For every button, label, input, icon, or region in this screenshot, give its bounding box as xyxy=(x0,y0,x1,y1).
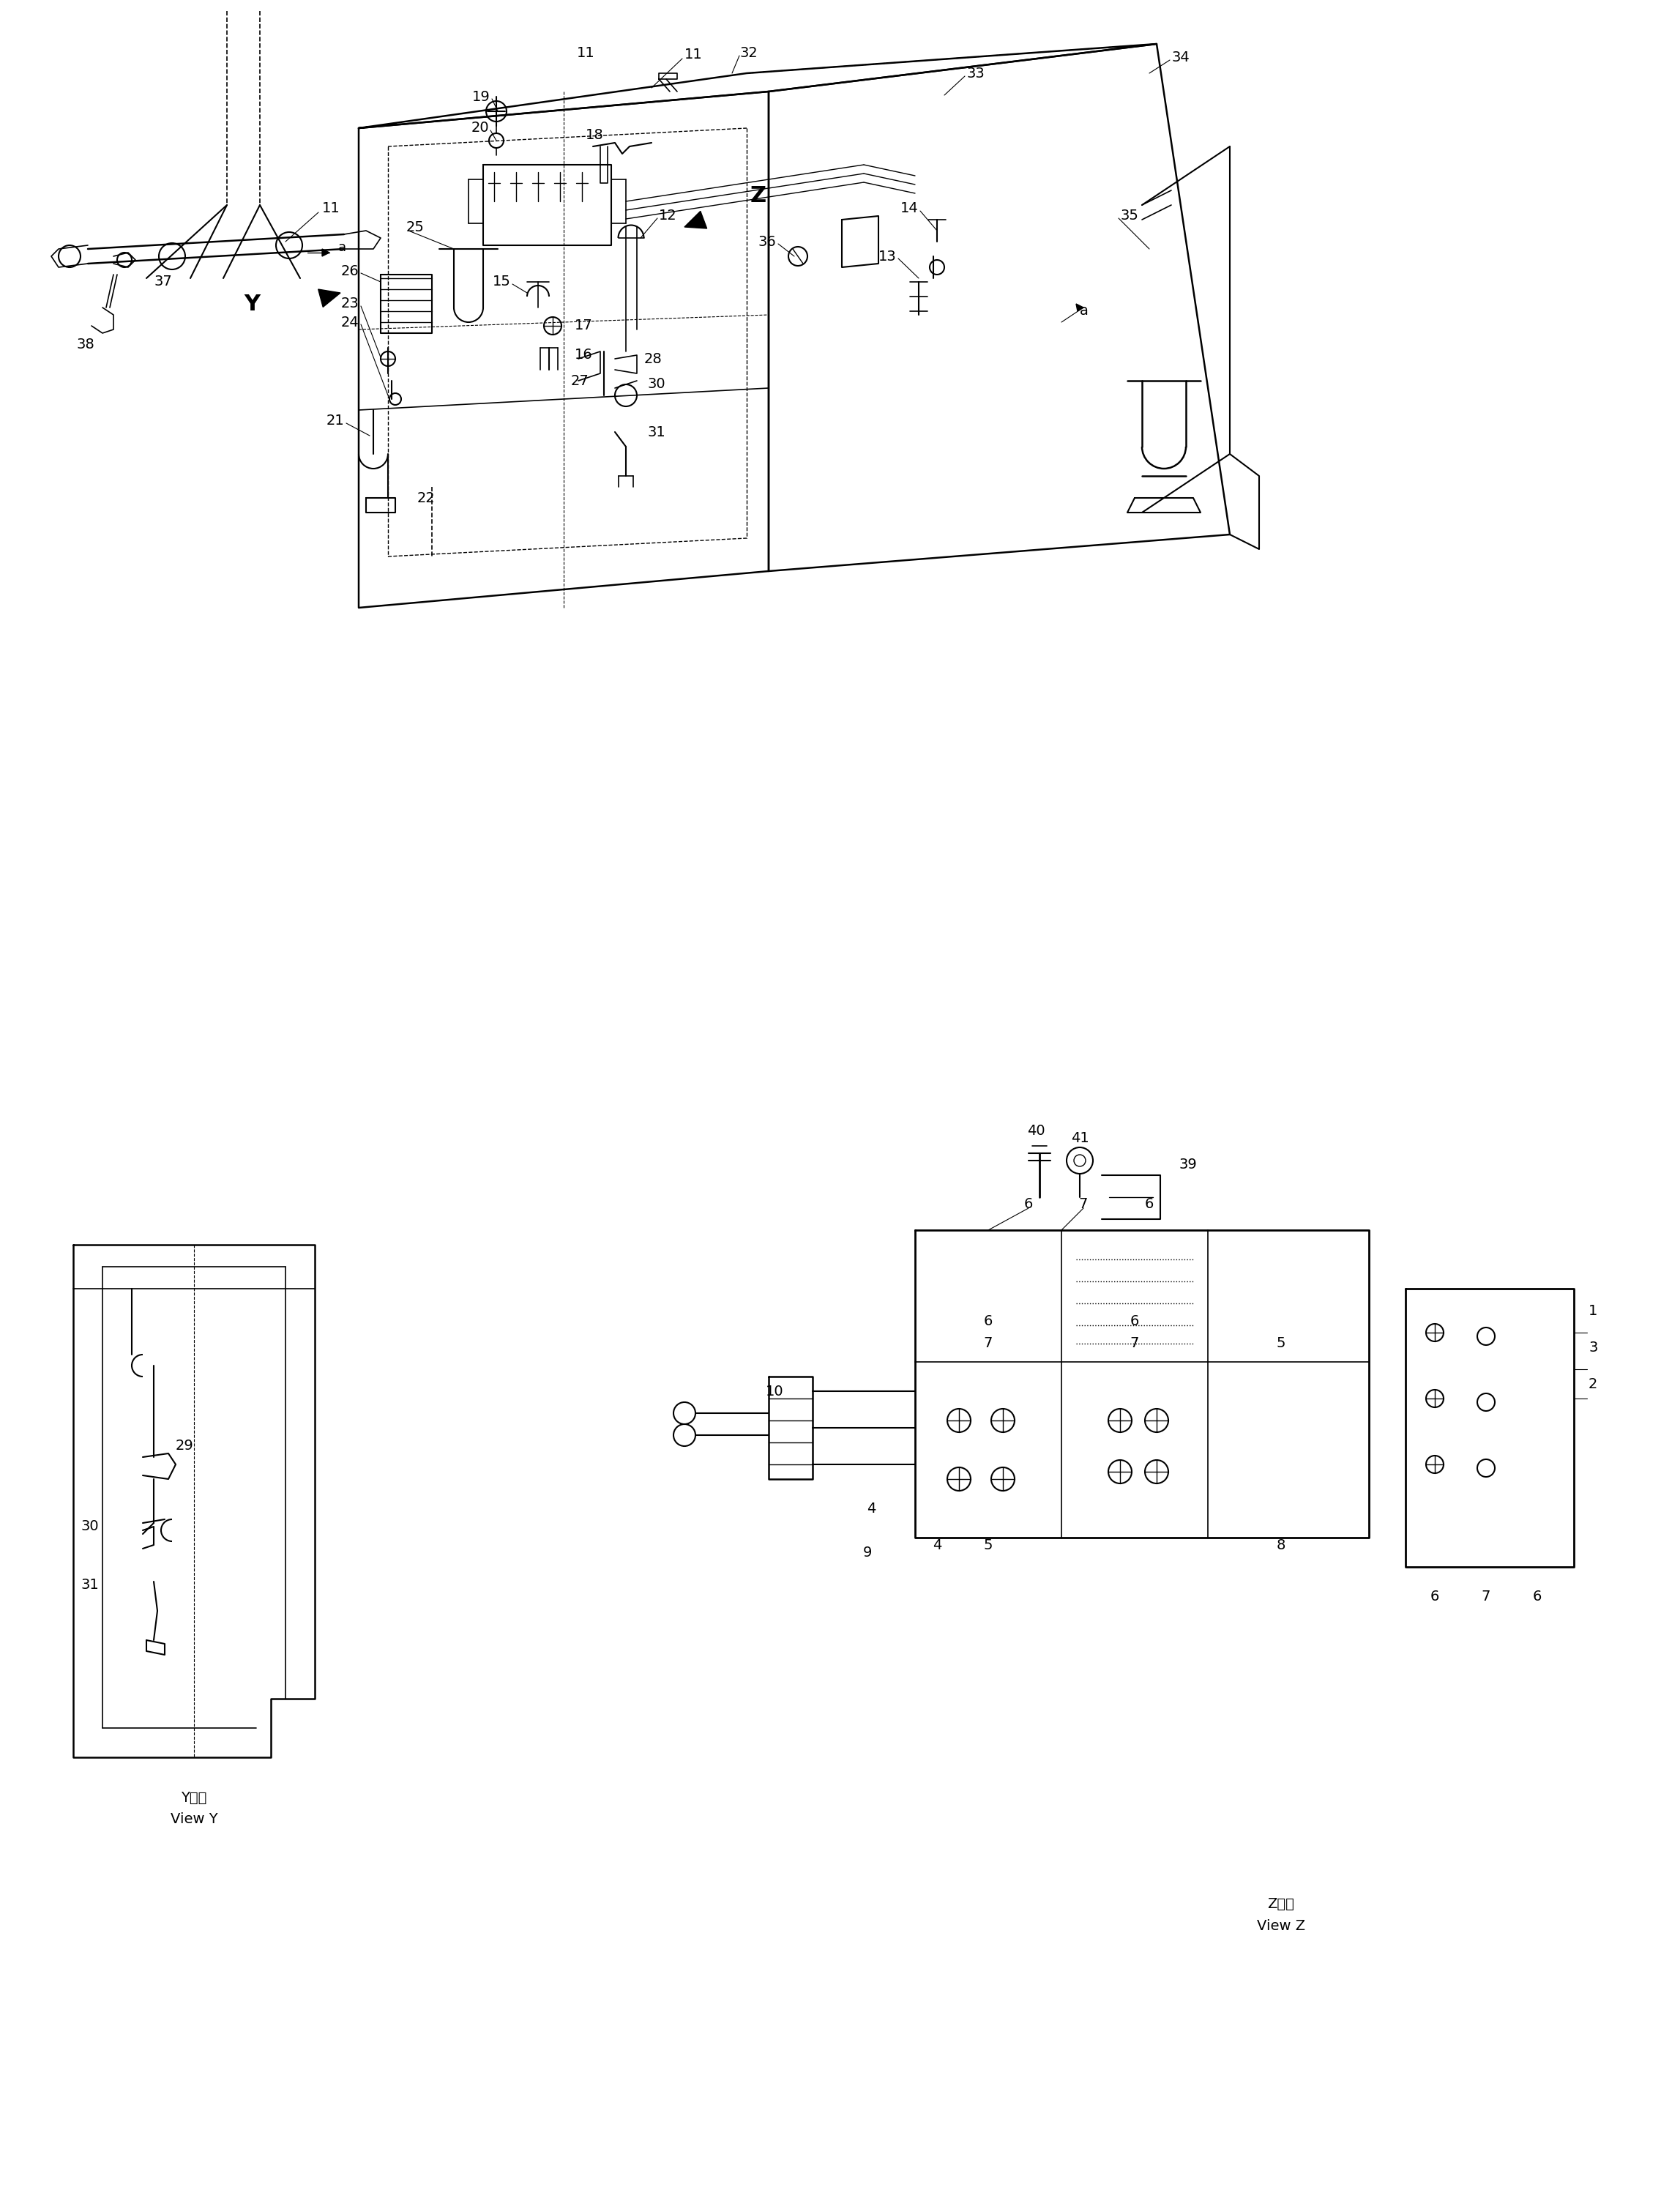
Text: 18: 18 xyxy=(586,128,603,142)
Text: 19: 19 xyxy=(472,91,490,104)
Text: 16: 16 xyxy=(575,347,593,363)
Text: 28: 28 xyxy=(644,352,663,365)
Text: 32: 32 xyxy=(739,46,757,60)
Text: a: a xyxy=(339,241,347,254)
Text: 12: 12 xyxy=(659,210,678,223)
Text: 37: 37 xyxy=(154,274,171,290)
Text: 13: 13 xyxy=(879,250,897,263)
Text: 24: 24 xyxy=(341,316,359,330)
Text: 40: 40 xyxy=(1026,1124,1045,1139)
Text: 4: 4 xyxy=(932,1537,942,1553)
Text: 35: 35 xyxy=(1120,210,1138,223)
Text: 20: 20 xyxy=(472,122,488,135)
Text: a: a xyxy=(1080,305,1088,319)
Text: 7: 7 xyxy=(1129,1336,1139,1352)
Text: 7: 7 xyxy=(1482,1588,1490,1604)
Polygon shape xyxy=(322,250,329,257)
Text: Y　視: Y 視 xyxy=(181,1792,208,1805)
Text: 6: 6 xyxy=(1129,1314,1139,1329)
Text: 2: 2 xyxy=(1588,1376,1598,1391)
Text: 5: 5 xyxy=(983,1537,993,1553)
Text: 30: 30 xyxy=(648,378,666,392)
Text: 6: 6 xyxy=(1144,1197,1154,1212)
Text: 34: 34 xyxy=(1171,51,1189,64)
Polygon shape xyxy=(319,290,341,307)
Text: 9: 9 xyxy=(864,1546,872,1559)
Text: 15: 15 xyxy=(493,274,512,290)
Text: 36: 36 xyxy=(757,234,776,248)
Text: 6: 6 xyxy=(1533,1588,1541,1604)
Text: 6: 6 xyxy=(983,1314,993,1329)
Polygon shape xyxy=(1076,303,1083,312)
Text: 23: 23 xyxy=(341,296,359,312)
Text: Z　視: Z 視 xyxy=(1267,1896,1294,1911)
Text: 10: 10 xyxy=(766,1385,784,1398)
Text: 39: 39 xyxy=(1179,1157,1196,1170)
Text: 29: 29 xyxy=(176,1440,194,1453)
Text: 31: 31 xyxy=(648,425,666,438)
Text: 25: 25 xyxy=(407,219,425,234)
Text: 14: 14 xyxy=(900,201,919,215)
Text: 31: 31 xyxy=(81,1579,98,1593)
Text: 3: 3 xyxy=(1588,1340,1598,1354)
Text: 1: 1 xyxy=(1588,1303,1598,1318)
Text: 8: 8 xyxy=(1277,1537,1286,1553)
Text: 21: 21 xyxy=(326,414,344,427)
Text: 4: 4 xyxy=(867,1502,875,1515)
Text: 41: 41 xyxy=(1071,1133,1090,1146)
Text: 5: 5 xyxy=(1277,1336,1286,1352)
Text: 11: 11 xyxy=(322,201,341,215)
Text: 22: 22 xyxy=(417,491,435,504)
Text: 6: 6 xyxy=(1023,1197,1033,1212)
Text: 33: 33 xyxy=(967,66,985,80)
Text: 38: 38 xyxy=(76,336,95,352)
Text: 11: 11 xyxy=(576,46,595,60)
Text: 26: 26 xyxy=(341,263,359,279)
Text: 17: 17 xyxy=(575,319,593,332)
Text: 27: 27 xyxy=(571,374,590,387)
Text: View Y: View Y xyxy=(171,1812,218,1827)
Text: 7: 7 xyxy=(1080,1197,1088,1212)
Text: 7: 7 xyxy=(983,1336,993,1352)
Text: 11: 11 xyxy=(684,49,703,62)
Text: View Z: View Z xyxy=(1257,1918,1306,1933)
Text: 30: 30 xyxy=(81,1520,98,1533)
Text: Y: Y xyxy=(244,294,259,314)
Text: 6: 6 xyxy=(1430,1588,1440,1604)
Polygon shape xyxy=(684,210,708,228)
Text: Z: Z xyxy=(751,186,766,208)
